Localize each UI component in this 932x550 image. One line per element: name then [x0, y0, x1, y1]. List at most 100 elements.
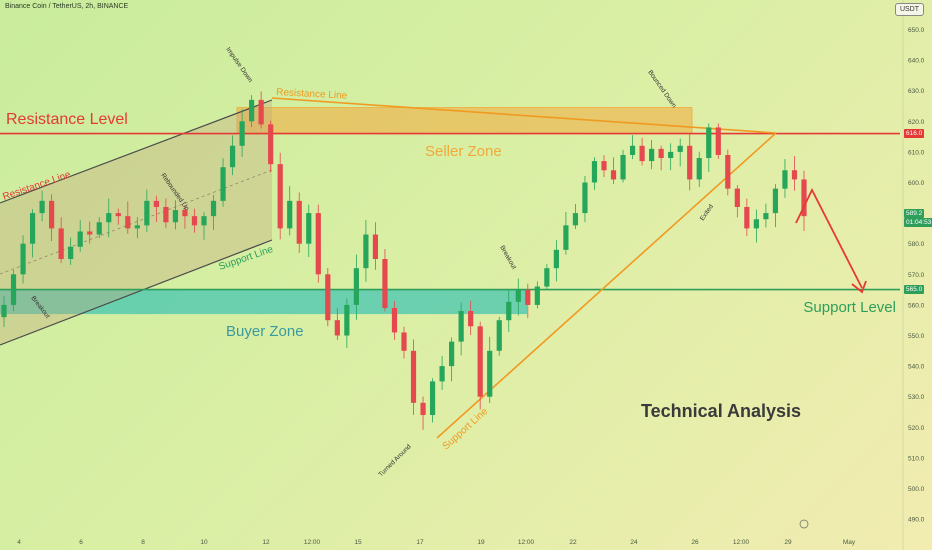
candle-body — [544, 268, 550, 287]
y-tick-label: 530.0 — [908, 394, 925, 401]
candle-body — [782, 170, 788, 189]
candle-body — [429, 381, 436, 416]
candle-body — [229, 145, 236, 168]
x-tick-label: 26 — [691, 539, 699, 546]
candle-body — [96, 222, 102, 235]
candle-body — [687, 145, 693, 180]
candle-body — [363, 234, 369, 269]
breakout-label-right: Breakout — [498, 245, 517, 271]
candle-body — [268, 124, 274, 165]
candle-body — [496, 320, 502, 351]
channel-fill — [0, 100, 272, 345]
candle-body — [220, 167, 226, 201]
x-tick-label: 17 — [416, 539, 424, 546]
candle-body — [344, 304, 350, 336]
candle-body — [49, 200, 55, 229]
y-tick-label: 600.0 — [908, 180, 925, 187]
candle-body — [201, 216, 207, 226]
candle-body — [58, 228, 64, 259]
resistance-level-label: Resistance Level — [6, 111, 128, 128]
channel-lower-line — [0, 239, 273, 346]
candle-body — [401, 332, 407, 351]
candle-body — [468, 311, 474, 327]
candle-body — [420, 402, 426, 416]
x-tick-label: 12:00 — [304, 539, 321, 546]
candle-body — [306, 213, 312, 244]
candle-body — [258, 99, 264, 125]
y-tick-label: 540.0 — [908, 364, 925, 371]
channel-upper-line — [0, 99, 273, 204]
candle-body — [287, 200, 293, 229]
x-tick-label: 24 — [630, 539, 638, 546]
candle-body — [134, 225, 140, 229]
x-tick-label: 4 — [17, 539, 21, 546]
y-tick-label: 630.0 — [908, 88, 925, 95]
x-tick-label: May — [843, 539, 856, 546]
candle-body — [668, 151, 674, 159]
channel-mid-line — [0, 169, 273, 275]
candle-body — [191, 216, 198, 226]
x-tick-label: 12 — [262, 539, 270, 546]
candle-body — [249, 99, 255, 122]
resistance-price-tag: 616.0 — [904, 129, 925, 139]
seller-zone-label: Seller Zone — [425, 143, 502, 160]
candle-body — [591, 161, 598, 183]
x-tick-label: 22 — [569, 539, 577, 546]
turned-around-label: Turned Around — [377, 443, 412, 478]
buyer-zone-box — [0, 289, 527, 315]
candle-body — [772, 188, 779, 214]
symbol-title: Binance Coin / TetherUS, 2h, BINANCE — [5, 3, 129, 10]
current-price-tag: 589.2 — [904, 208, 925, 218]
candle-body — [487, 350, 493, 397]
candle-body — [20, 243, 26, 275]
candle-body — [639, 145, 645, 162]
candle-body — [277, 164, 283, 229]
countdown-tag: 01:04:53 — [904, 218, 932, 228]
candle-body — [734, 188, 740, 207]
x-tick-label: 10 — [200, 539, 208, 546]
candle-body — [582, 182, 588, 214]
candle-body — [1, 304, 7, 318]
x-tick-label: 6 — [79, 539, 83, 546]
x-tick-label: 29 — [784, 539, 792, 546]
candle-body — [801, 179, 807, 217]
candle-body — [534, 286, 540, 305]
candle-body — [153, 200, 159, 207]
y-tick-label: 550.0 — [908, 333, 925, 340]
support-level-label: Support Level — [803, 299, 896, 316]
candle-body — [106, 213, 112, 223]
currency-button[interactable]: USDT — [894, 3, 924, 16]
x-tick-label: 12:00 — [733, 539, 750, 546]
candle-body — [553, 249, 559, 269]
y-tick-label: 500.0 — [908, 486, 925, 493]
candle-body — [29, 213, 36, 244]
x-tick-label: 12:00 — [518, 539, 535, 546]
candle-body — [87, 231, 93, 235]
support-price-tag: 565.0 — [904, 285, 925, 295]
exited-label: Exited — [699, 203, 715, 222]
clock-icon — [799, 519, 809, 529]
y-tick-label: 510.0 — [908, 455, 925, 462]
candle-body — [744, 206, 750, 229]
candle-body — [334, 320, 340, 336]
y-tick-label: 520.0 — [908, 425, 925, 432]
y-tick-label: 650.0 — [908, 27, 925, 34]
candle-body — [449, 341, 455, 367]
candle-body — [144, 200, 150, 226]
y-tick-label: 560.0 — [908, 302, 925, 309]
y-tick-label: 580.0 — [908, 241, 925, 248]
candle-body — [163, 206, 169, 223]
x-tick-label: 15 — [354, 539, 362, 546]
candle-body — [629, 145, 636, 155]
candle-body — [172, 210, 179, 223]
candle-body — [572, 213, 579, 226]
candle-body — [515, 289, 521, 302]
candle-body — [696, 158, 702, 180]
y-tick-label: 610.0 — [908, 149, 925, 156]
candle-body — [525, 289, 531, 305]
candle-body — [10, 274, 17, 305]
projection-arrowhead — [851, 280, 867, 294]
candle-body — [391, 307, 398, 333]
